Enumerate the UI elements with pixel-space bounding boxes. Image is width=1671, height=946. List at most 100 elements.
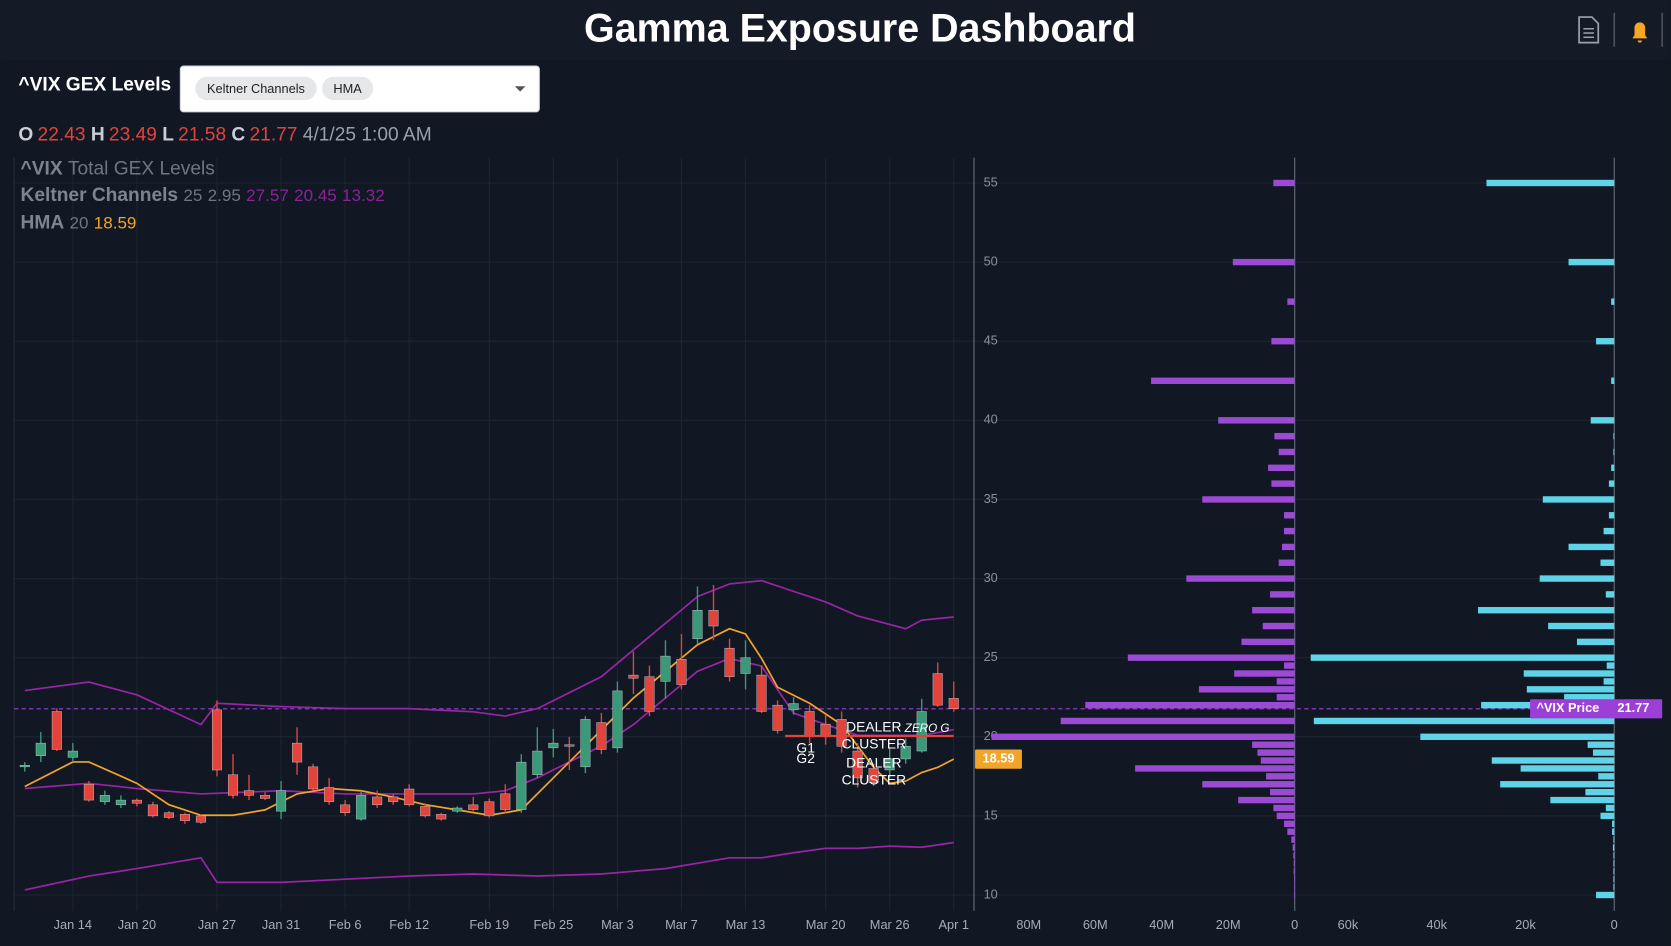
candle-body: [356, 795, 367, 820]
annotation: G2: [796, 750, 814, 766]
annotation: DEALER: [846, 718, 901, 734]
ohlc-label: O: [18, 124, 33, 145]
gex-bar: [1523, 670, 1615, 677]
gex-bar: [1611, 464, 1615, 471]
y-tick-label: 30: [984, 570, 998, 585]
legend-param: 25: [183, 186, 202, 205]
gex-bar: [1592, 749, 1615, 756]
indicator-line: [24, 841, 954, 891]
y-tick-label: 25: [984, 649, 998, 664]
candle-body: [852, 750, 863, 779]
candle-body: [484, 801, 495, 817]
chip[interactable]: [322, 76, 374, 101]
candle-body: [612, 690, 623, 749]
candle-body: [388, 796, 399, 802]
gex-bar: [1548, 622, 1615, 630]
x-tick-label: 80M: [1016, 917, 1041, 932]
legend-value: 13.32: [342, 186, 385, 205]
candle-body: [244, 790, 255, 796]
x-tick-label: Apr 1: [938, 917, 969, 932]
x-tick-label: 60M: [1083, 917, 1108, 932]
ohlc-value: 21.77: [250, 124, 298, 145]
annotation: G1: [796, 740, 815, 756]
gex-bar: [1060, 717, 1295, 725]
gex-bar: [1278, 448, 1295, 456]
gex-bar: [1550, 796, 1615, 804]
document-icon-shape[interactable]: [1578, 16, 1600, 44]
gex-bar: [1568, 258, 1615, 266]
document-icon[interactable]: [1578, 16, 1600, 44]
candle-body: [99, 795, 110, 802]
gex-bar: [1273, 179, 1295, 187]
legend-param: 20: [70, 213, 89, 232]
gex-bar: [1271, 338, 1295, 345]
gex-bar: [1270, 591, 1295, 598]
x-tick-label: Mar 26: [870, 917, 910, 932]
indicator-dropdown[interactable]: Keltner Channels HMA: [179, 65, 540, 113]
x-tick-label: 0: [1291, 917, 1298, 932]
candle-body: [308, 766, 319, 790]
candle-body: [804, 711, 815, 738]
annotation: CLUSTER: [842, 735, 907, 751]
gex-bar: [1613, 432, 1615, 440]
y-tick-label: 55: [984, 174, 998, 189]
x-tick-label: 40k: [1426, 917, 1447, 932]
gex-bar: [1611, 377, 1615, 384]
candle-body: [724, 647, 735, 677]
ohlc-label: C: [231, 124, 245, 145]
gex-bar: [1491, 757, 1615, 764]
chip-label[interactable]: HMA: [333, 81, 362, 96]
candle-body: [692, 609, 703, 639]
candle-body: [916, 711, 927, 752]
x-tick-label: Feb 19: [469, 917, 509, 932]
gex-bar: [1287, 828, 1295, 835]
gex-bar: [1232, 258, 1295, 266]
legend-row: HMA 20 18.59: [21, 213, 137, 234]
gex-bar: [1271, 480, 1295, 487]
dropdown-caret[interactable]: [514, 86, 526, 92]
legend-row: Keltner Channels 25 2.95 27.57 20.45 13.32: [21, 185, 385, 206]
price-tag-value: 21.77: [1617, 700, 1649, 715]
chip-label[interactable]: Keltner Channels: [207, 81, 305, 96]
chip[interactable]: [195, 76, 317, 101]
candle-body: [211, 709, 222, 771]
hma-tag-label: 18.59: [983, 750, 1015, 765]
candle-body: [51, 711, 62, 750]
x-tick-label: 40M: [1149, 917, 1174, 932]
candle-body: [660, 655, 671, 682]
gex-bar: [1151, 377, 1295, 384]
gex-bar: [1276, 694, 1295, 701]
candle-body: [740, 657, 751, 674]
gex-bar: [1270, 788, 1295, 796]
x-tick-label: Jan 27: [198, 917, 236, 932]
gex-bar: [1218, 417, 1295, 424]
gex-bar: [1486, 179, 1615, 187]
gex-bar: [1612, 844, 1615, 851]
y-tick-label: 45: [984, 333, 998, 348]
candle-body: [420, 806, 431, 817]
y-tick-label: 35: [984, 491, 998, 506]
x-tick-label: Feb 12: [389, 917, 429, 932]
ohlc-label: H: [91, 124, 105, 145]
candle-body: [820, 723, 831, 738]
price-tag: [1530, 699, 1663, 719]
ohlc-readout: O 22.43 H 23.49 L 21.58 C 21.77 4/1/25 1:00 AM: [18, 124, 431, 145]
candle-body: [276, 790, 287, 812]
gex-bar: [1603, 527, 1615, 535]
gex-bar: [1252, 607, 1295, 614]
gex-bar: [1500, 781, 1615, 788]
legend-title: ^VIX: [21, 158, 63, 179]
legend-value: 27.57: [246, 186, 289, 205]
candle-body: [19, 765, 30, 768]
legend-title: Keltner Channels: [21, 185, 179, 206]
gex-bar: [1241, 638, 1295, 646]
gex-bar: [1564, 694, 1615, 701]
candle-body: [884, 758, 895, 771]
gex-bar: [1262, 622, 1295, 630]
gex-bar: [1605, 591, 1615, 598]
notification-bell[interactable]: [1632, 22, 1648, 43]
gex-bar: [1590, 417, 1615, 424]
gex-bar: [1276, 812, 1295, 820]
candle-body: [179, 814, 190, 821]
